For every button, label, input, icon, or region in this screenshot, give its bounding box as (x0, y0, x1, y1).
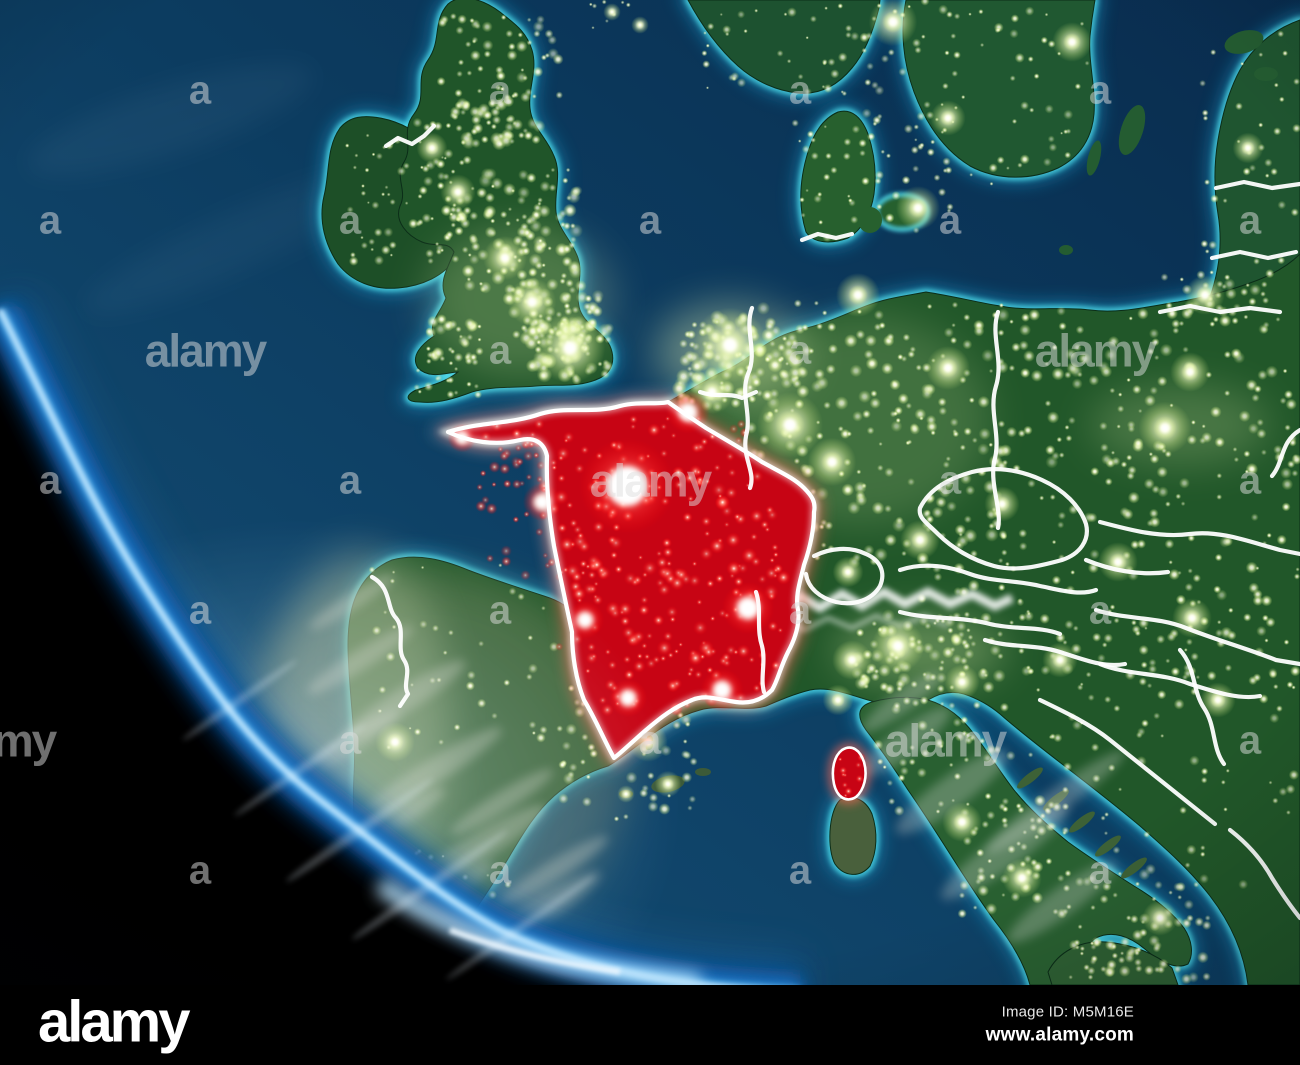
footer-credits: Image ID: M5M16E www.alamy.com (986, 1004, 1134, 1047)
earth-night-map: alamyalamyalamyalamyalamyaaaaaaaaaaaaaaa… (0, 0, 1300, 985)
alamy-logo: alamy (38, 989, 190, 1055)
alamy-url: www.alamy.com (985, 1024, 1134, 1046)
earth-globe-render (0, 0, 1300, 985)
footer-bar: alamy Image ID: M5M16E www.alamy.com (0, 985, 1300, 1065)
image-id-label: Image ID: M5M16E (1001, 1003, 1134, 1021)
